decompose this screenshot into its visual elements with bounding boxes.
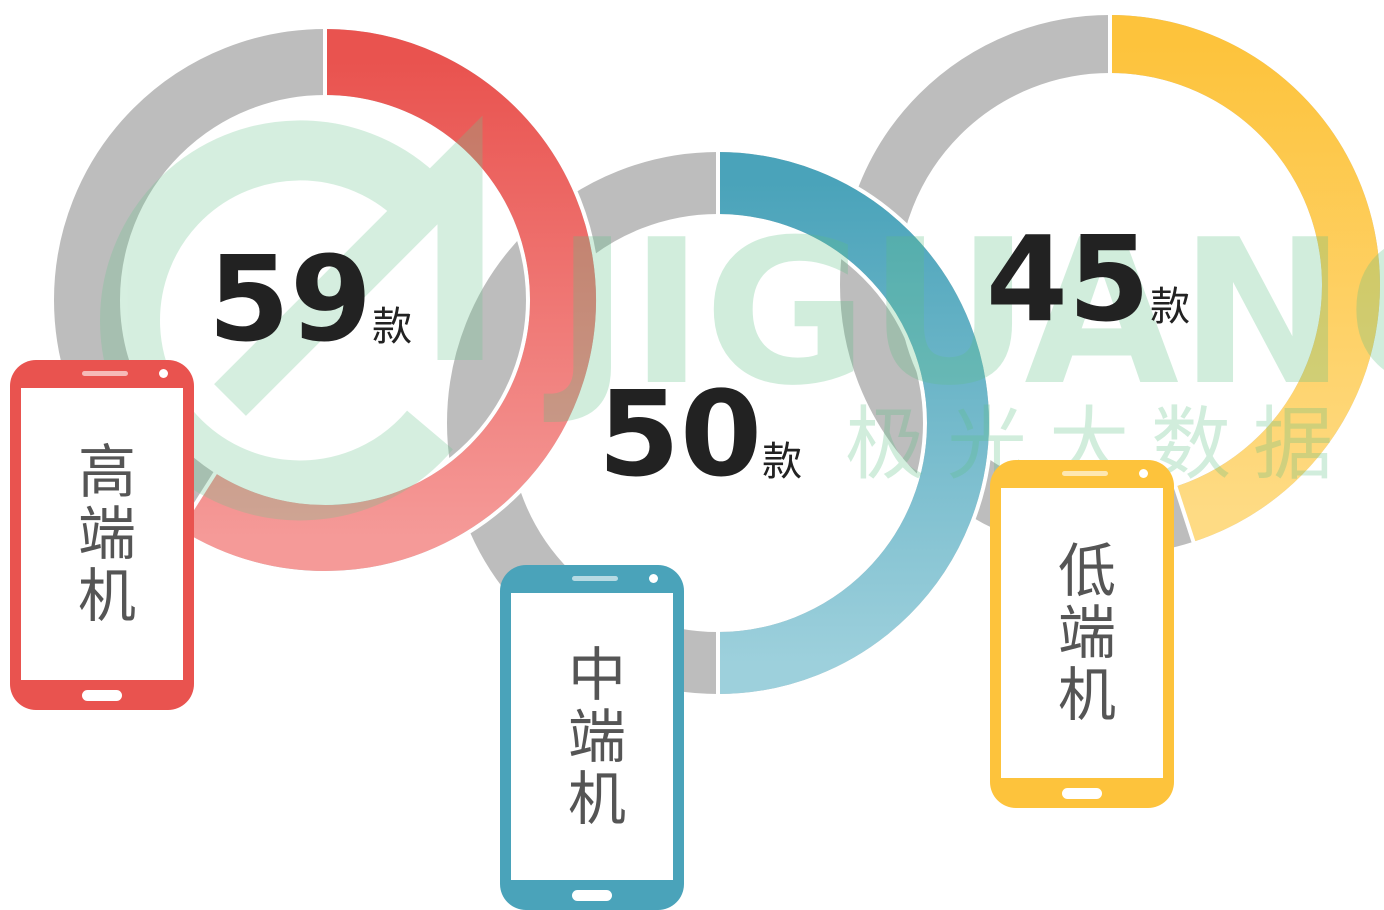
- phone: 高端机: [10, 360, 194, 710]
- speaker: [82, 371, 128, 376]
- ring-value-arc: [1109, 15, 1380, 542]
- value: 59: [208, 230, 372, 368]
- home-button: [1062, 788, 1102, 799]
- ring-gap: [1172, 484, 1196, 545]
- logo-arc: [100, 120, 453, 521]
- speaker: [1062, 471, 1108, 476]
- camera: [1139, 469, 1148, 478]
- value: 50: [598, 365, 762, 503]
- value: 45: [986, 210, 1150, 348]
- phone-label: 低端机: [1048, 540, 1116, 726]
- ring-value-arc: [717, 152, 989, 694]
- speaker: [572, 576, 618, 581]
- phone-label: 中端机: [558, 643, 626, 830]
- logo-arrow: [214, 115, 483, 416]
- ring-value-arc: [179, 29, 596, 571]
- screen: 中端机: [511, 593, 673, 880]
- camera: [159, 369, 168, 378]
- screen: 低端机: [1001, 488, 1163, 778]
- camera: [649, 574, 658, 583]
- home-button: [572, 890, 612, 901]
- home-button: [82, 690, 122, 701]
- value-number: 50款: [598, 365, 802, 503]
- value-number: 59款: [208, 230, 412, 368]
- value-number: 45款: [986, 210, 1190, 348]
- unit: 款: [762, 439, 802, 485]
- unit: 款: [372, 304, 412, 350]
- phone-label: 高端机: [68, 441, 136, 627]
- phone: 中端机: [500, 565, 684, 910]
- screen: 高端机: [21, 388, 183, 680]
- phone: 低端机: [990, 460, 1174, 808]
- watermark-brand: JIGUANG: [543, 197, 1384, 430]
- unit: 款: [1150, 284, 1190, 330]
